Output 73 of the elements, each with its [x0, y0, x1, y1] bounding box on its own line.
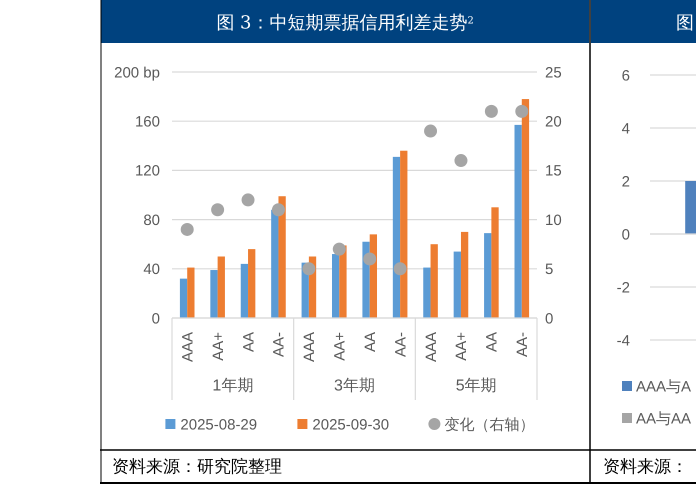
x-tick-label: AA-	[270, 332, 288, 358]
point	[515, 104, 528, 118]
text: 3年期	[334, 376, 375, 395]
x-tick-label: AAA	[301, 332, 318, 362]
y2-tick-label: 5	[545, 261, 554, 278]
x-tick-label: AA-	[392, 332, 410, 358]
point	[180, 222, 194, 236]
y-tick-label: 0	[152, 310, 160, 328]
y-tick-label: 2	[622, 173, 630, 190]
y2-tick-label: 20	[545, 113, 562, 130]
point	[363, 252, 376, 266]
text: 5年期	[456, 376, 497, 395]
bar	[400, 150, 408, 318]
bar	[392, 156, 400, 318]
point	[484, 104, 498, 118]
y-tick-label: 120	[134, 162, 160, 180]
point	[211, 203, 224, 216]
chart-title: 图 3：中短期票据信用利差走势$^{2}$	[216, 12, 474, 34]
x-tick-label: AA	[240, 332, 258, 352]
x-tick-label: AA+	[332, 332, 349, 361]
bar	[210, 270, 218, 318]
y-tick-label: 80	[143, 212, 160, 229]
bar	[332, 254, 340, 318]
bar	[180, 278, 188, 318]
bar	[278, 196, 286, 318]
y2-tick-label: 15	[545, 162, 562, 180]
legend-label: 2025-08-29	[180, 416, 258, 434]
bar	[218, 256, 225, 318]
text: 资料来源：	[603, 456, 688, 477]
y-tick-label: 40	[143, 261, 160, 278]
legend-label: 2025-09-30	[312, 416, 390, 434]
x-tick-label: AAA	[422, 332, 440, 362]
point	[424, 124, 438, 138]
y2-tick-label: 25	[545, 64, 562, 82]
text: 1年期	[212, 376, 254, 395]
bar	[240, 264, 248, 318]
point	[394, 262, 407, 276]
y-tick-label: 4	[622, 120, 630, 138]
bar	[430, 244, 438, 318]
legend-label: 变化（右轴）	[444, 416, 534, 434]
chart-title: 图	[676, 12, 694, 34]
y-tick-label: 0	[622, 226, 630, 244]
y-tick-label: 160	[134, 113, 160, 130]
y-tick-label: -4	[616, 332, 630, 350]
bar	[454, 252, 461, 318]
point	[272, 203, 285, 216]
bar	[522, 99, 530, 318]
bar	[187, 268, 195, 318]
text: 资料来源：研究院整理	[112, 456, 282, 477]
point	[302, 262, 316, 276]
bar	[484, 233, 492, 318]
bar	[491, 207, 499, 318]
bar	[460, 232, 468, 318]
bar	[514, 124, 522, 318]
x-tick-label: AA-	[514, 332, 532, 358]
bar	[423, 268, 431, 318]
y-tick-label: -2	[616, 279, 630, 296]
bar	[248, 249, 256, 318]
x-tick-label: AA	[484, 332, 501, 352]
x-tick-label: AA	[362, 332, 379, 352]
point	[454, 154, 468, 168]
point	[242, 193, 255, 206]
x-tick-label: AA+	[210, 332, 227, 361]
bar	[271, 210, 278, 318]
x-tick-label: AAA	[179, 332, 196, 362]
point	[332, 242, 346, 256]
x-tick-label: AA+	[453, 332, 470, 361]
legend-label: AAA与A	[636, 378, 692, 396]
legend-label: AA与AA	[636, 410, 692, 428]
y2-tick-label: 10	[545, 212, 562, 229]
y-tick-label: 6	[622, 67, 630, 84]
y2-tick-label: 0	[545, 310, 554, 328]
y-tick-label: 200 bp	[114, 64, 160, 82]
